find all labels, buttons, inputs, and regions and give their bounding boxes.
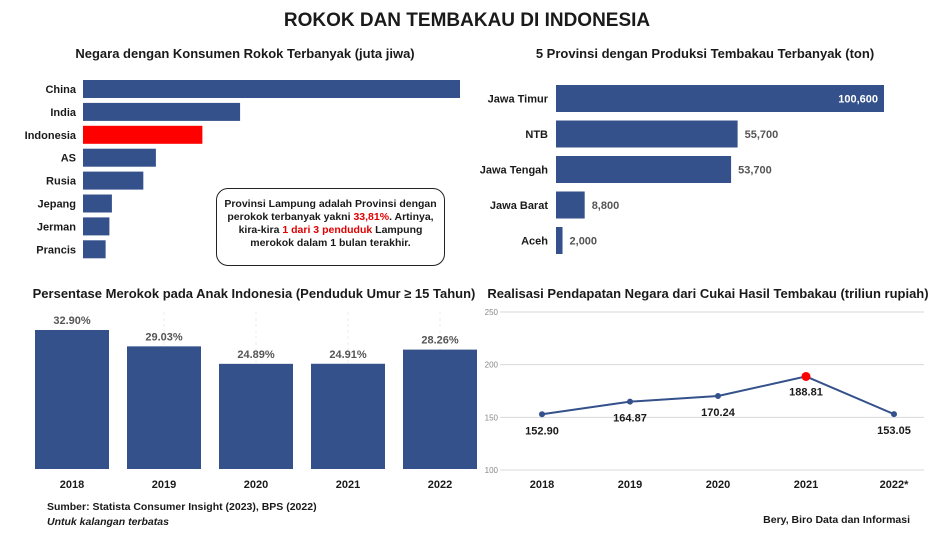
note-percent: 33,81% [353,211,390,223]
x-tick-2: 2020 [706,479,730,491]
data-label-2019: 29.03% [145,331,183,343]
y-tick-100: 100 [485,466,499,475]
chart1-title: Negara dengan Konsumen Rokok Terbanyak (… [75,46,415,61]
tick-label-2022: 2022 [428,479,452,491]
data-label-jawa-barat: 8,800 [592,200,620,212]
tick-label-rusia: Rusia [46,176,77,188]
source-text: Sumber: Statista Consumer Insight (2023)… [47,501,317,513]
note-line-4: merokok dalam 1 bulan terakhir. [250,237,411,249]
bar-2022 [403,349,477,469]
bar-jawa-barat [556,191,585,219]
tick-label-india: India [50,107,77,119]
x-tick-4: 2022* [880,479,909,491]
bar-ntb [556,120,738,148]
data-label-0: 152.90 [525,425,559,437]
chart4-title: Realisasi Pendapatan Negara dari Cukai H… [487,286,929,301]
bar-prancis [83,240,106,259]
bar-india [83,102,241,121]
data-label-1: 164.87 [613,413,647,425]
data-label-2022: 28.26% [421,335,459,347]
bar-jepang [83,194,112,213]
bar-2021 [311,363,385,469]
data-label-4: 153.05 [877,425,911,437]
tick-label-jawa-barat: Jawa Barat [490,200,548,212]
tick-label-2018: 2018 [60,479,84,491]
y-tick-150: 150 [485,413,499,422]
x-tick-3: 2021 [794,479,818,491]
tick-label-as: AS [61,153,76,165]
note-ratio: 1 dari 3 penduduk [282,224,373,236]
bar-as [83,148,156,167]
limited-text: Untuk kalangan terbatas [47,516,169,528]
chart2-title: 5 Provinsi dengan Produksi Tembakau Terb… [535,46,875,61]
data-label-2018: 32.90% [53,315,91,327]
tick-label-china: China [45,84,76,96]
tick-label-2020: 2020 [244,479,268,491]
y-tick-200: 200 [485,361,499,370]
data-label-ntb: 55,700 [745,129,779,141]
bar-2019 [127,346,201,469]
tick-label-2019: 2019 [152,479,176,491]
tick-label-aceh: Aceh [521,236,548,248]
data-label-jawa-tengah: 53,700 [738,165,772,177]
tick-label-jerman: Jerman [37,221,76,233]
data-label-2: 170.24 [701,407,736,419]
y-tick-250: 250 [485,308,499,317]
note-line-2: perokok terbanyak yakni 33,81%. Artinya, [227,211,434,223]
data-label-2021: 24.91% [329,349,367,361]
tick-label-indonesia: Indonesia [25,130,77,142]
bar-china [83,80,460,98]
data-label-2020: 24.89% [237,349,275,361]
point-4 [891,411,897,418]
page-title: ROKOK DAN TEMBAKAU DI INDONESIA [283,10,651,31]
tick-label-2021: 2021 [336,479,360,491]
tick-label-prancis: Prancis [36,244,76,256]
bar-jawa-timur [556,85,884,112]
point-1 [627,398,633,405]
bar-2018 [35,330,109,469]
data-label-aceh: 2,000 [570,236,598,248]
bar-rusia [83,171,144,190]
data-label-jawa-timur: 100,600 [838,94,878,106]
bar-jerman [83,217,110,236]
author-text: Bery, Biro Data dan Informasi [763,514,910,526]
x-tick-0: 2018 [530,479,554,491]
note-line-3: kira-kira 1 dari 3 penduduk Lampung [238,224,423,236]
chart3-title: Persentase Merokok pada Anak Indonesia (… [32,286,476,301]
bar-aceh [556,227,563,254]
tick-label-jawa-timur: Jawa Timur [488,94,549,106]
note-line-1: Provinsi Lampung adalah Provinsi dengan [224,198,437,210]
bar-jawa-tengah [556,156,732,183]
point-3 [801,371,811,381]
bar-2020 [219,363,293,469]
bar-indonesia [83,125,203,144]
data-label-3: 188.81 [789,386,823,398]
tick-label-jawa-tengah: Jawa Tengah [480,165,549,177]
x-tick-1: 2019 [618,479,642,491]
tick-label-ntb: NTB [525,129,548,141]
point-2 [715,393,721,400]
tick-label-jepang: Jepang [37,199,76,211]
lampung-note: Provinsi Lampung adalah Provinsi dengan … [216,188,445,266]
point-0 [539,411,545,418]
